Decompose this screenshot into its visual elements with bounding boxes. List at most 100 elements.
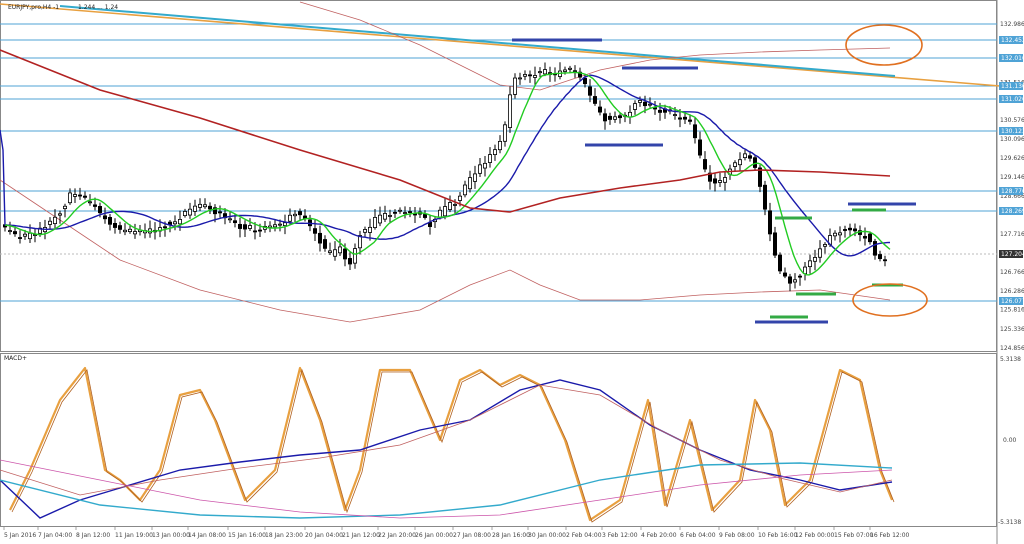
candle-body	[793, 279, 798, 283]
candle-body	[317, 232, 322, 244]
price-tag: 132.452	[1001, 37, 1024, 44]
price-tag: 126.077	[1001, 298, 1024, 305]
time-tick: 15 Feb 07:00	[834, 532, 874, 539]
candle-body	[818, 248, 823, 258]
candle-body	[27, 232, 32, 240]
price-tag-box	[999, 82, 1023, 90]
candle-body	[513, 77, 518, 95]
time-tick: 7 Jan 04:00	[38, 532, 72, 539]
candle-body	[618, 115, 623, 119]
candle-body	[237, 223, 242, 229]
candle-body	[387, 215, 392, 217]
candle-body	[507, 94, 512, 128]
time-tick: 14 Jan 08:00	[188, 532, 226, 539]
candle-body	[312, 228, 317, 234]
candle-body	[683, 116, 688, 120]
candle-body	[883, 259, 888, 262]
candle-body	[292, 213, 297, 217]
macd-axis-bottom: -5.3138	[998, 519, 1021, 526]
candle-body	[633, 103, 638, 110]
time-tick: 9 Feb 08:00	[719, 532, 755, 539]
candle-body	[472, 173, 477, 182]
candle-body	[372, 217, 377, 228]
candle-body	[187, 208, 192, 216]
time-tick: 13 Jan 00:00	[152, 532, 190, 539]
candle-body	[342, 248, 347, 260]
candle-body	[653, 107, 658, 110]
time-tick: 11 Jan 19:00	[115, 532, 153, 539]
candle-body	[422, 214, 427, 218]
candle-body	[212, 207, 217, 215]
moving-averages	[0, 49, 891, 276]
price-tag: 128.776	[1001, 188, 1024, 195]
candle-body	[588, 86, 593, 96]
level-markers[interactable]	[512, 38, 916, 324]
candle-body	[693, 124, 698, 139]
candle-body	[678, 117, 683, 120]
candle-body	[608, 115, 613, 120]
candle-body	[758, 167, 763, 187]
candle-body	[113, 223, 118, 228]
candle-body	[357, 235, 362, 249]
candle-body	[407, 211, 412, 213]
candle-body	[377, 214, 382, 224]
candle-body	[352, 248, 357, 264]
candle-body	[748, 155, 753, 159]
candle-body	[583, 77, 588, 85]
candle-body	[568, 67, 573, 70]
candle-body	[778, 254, 783, 272]
macd-magenta-line	[0, 459, 893, 519]
time-tick: 16 Feb 12:00	[870, 532, 910, 539]
candle-body	[863, 236, 868, 239]
candle-body	[442, 206, 447, 217]
candle-body	[813, 257, 818, 262]
candle-body	[108, 217, 113, 225]
macd-main-line	[9, 366, 894, 522]
time-tick: 2 Feb 04:00	[566, 532, 602, 539]
candle-body	[182, 211, 187, 217]
candle-body	[22, 233, 27, 237]
candle-body	[227, 218, 232, 221]
candle-body	[743, 153, 748, 159]
candle-body	[362, 229, 367, 233]
candle-body	[247, 225, 252, 229]
price-tick: 130.096	[1000, 136, 1024, 143]
candle-body	[103, 215, 108, 220]
candle-body	[823, 244, 828, 247]
macd-signal-slow-line	[0, 384, 893, 496]
time-tick: 6 Feb 04:00	[680, 532, 716, 539]
candles[interactable]	[3, 62, 888, 292]
candle-body	[68, 192, 73, 204]
price-tag-box	[999, 187, 1023, 195]
candle-body	[492, 149, 497, 156]
candle-body	[272, 224, 277, 228]
time-tick: 20 Jan 04:00	[305, 532, 343, 539]
price-tick: 126.766	[1000, 269, 1024, 276]
time-tick: 22 Jan 20:00	[378, 532, 416, 539]
candle-body	[98, 206, 103, 214]
time-tick: 12 Feb 00:00	[795, 532, 835, 539]
price-tick: 124.856	[1000, 345, 1024, 352]
candle-body	[192, 205, 197, 212]
candle-body	[347, 258, 352, 265]
candle-body	[457, 195, 462, 201]
trend-lines[interactable]	[0, 3, 1001, 87]
candle-body	[277, 223, 282, 226]
candle-body	[648, 103, 653, 106]
price-tick: 132.986	[1000, 21, 1024, 28]
candle-body	[708, 172, 713, 182]
candle-body	[523, 74, 528, 77]
time-tick: 18 Jan 23:00	[265, 532, 303, 539]
macd-label: MACD+	[4, 355, 27, 362]
candle-body	[88, 201, 93, 204]
candle-body	[497, 140, 502, 151]
candle-body	[538, 71, 543, 74]
candle-body	[878, 254, 883, 260]
candle-body	[257, 229, 262, 232]
candle-body	[853, 228, 858, 232]
candle-body	[703, 159, 708, 170]
candle-body	[252, 230, 257, 233]
price-tag-box	[999, 207, 1023, 215]
time-tick: 21 Jan 12:00	[342, 532, 380, 539]
